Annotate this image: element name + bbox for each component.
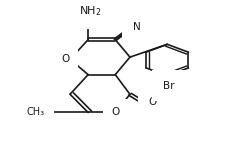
Text: Br: Br (162, 81, 173, 91)
Text: NH$_2$: NH$_2$ (79, 4, 101, 18)
Text: O: O (111, 107, 119, 118)
Text: O: O (62, 54, 70, 64)
Text: N: N (132, 22, 140, 32)
Text: O: O (147, 97, 156, 107)
Text: CH₃: CH₃ (26, 107, 44, 118)
